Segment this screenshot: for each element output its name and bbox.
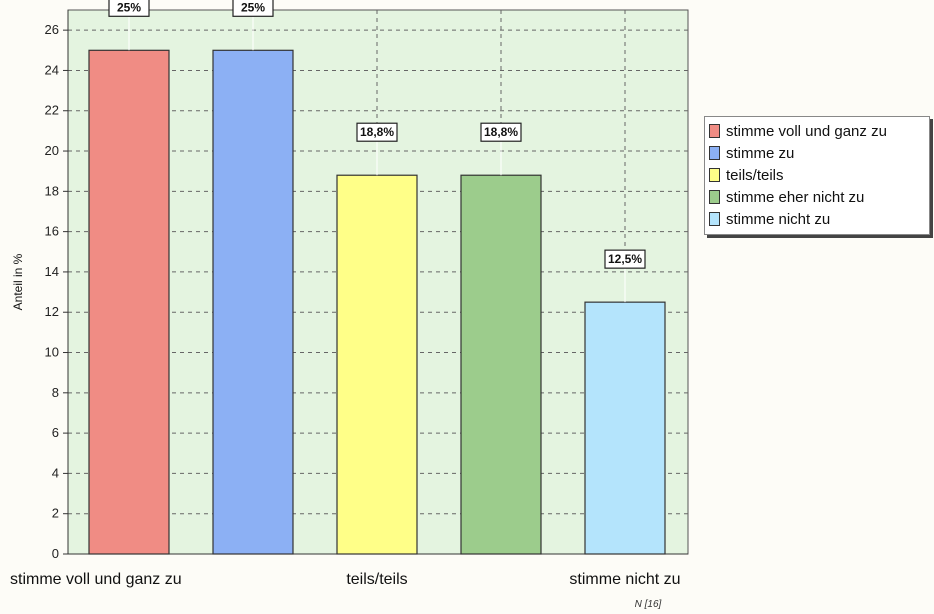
y-tick-label: 22: [45, 103, 59, 118]
bar: [336, 174, 418, 555]
x-tick-label: stimme nicht zu: [569, 571, 680, 588]
legend-label: stimme voll und ganz zu: [726, 122, 887, 140]
y-tick-label: 12: [45, 304, 59, 319]
data-label: 18,8%: [360, 125, 394, 139]
data-label: 12,5%: [608, 252, 642, 266]
data-label: 25%: [117, 0, 141, 14]
data-label-box: [232, 0, 274, 17]
y-axis-label: Anteil in %: [11, 253, 25, 310]
x-tick-label: teils/teils: [346, 571, 407, 588]
bars: 25% 25% 18,8% 18,8% 12,5%: [88, 0, 666, 555]
data-label-box: [604, 249, 646, 269]
legend-item: stimme voll und ganz zu: [709, 120, 925, 142]
legend-swatch: [709, 168, 720, 182]
legend-swatch: [709, 124, 720, 138]
legend-item: stimme eher nicht zu: [709, 186, 925, 208]
bar: [460, 174, 542, 555]
data-label-box: [480, 122, 522, 142]
legend-label: stimme eher nicht zu: [726, 188, 865, 206]
legend-swatch: [709, 212, 720, 226]
y-tick-label: 24: [45, 62, 59, 77]
y-tick-label: 16: [45, 224, 59, 239]
bar: [212, 49, 294, 555]
y-tick-label: 0: [52, 546, 59, 561]
legend-swatch: [709, 146, 720, 160]
legend: stimme voll und ganz zu stimme zu teils/te…: [704, 116, 930, 235]
sample-size-note: N [16]: [635, 599, 662, 610]
y-tick-label: 14: [45, 264, 59, 279]
x-tick-label: stimme voll und ganz zu: [10, 571, 182, 588]
y-tick-label: 18: [45, 183, 59, 198]
legend-swatch: [709, 190, 720, 204]
legend-item: stimme nicht zu: [709, 208, 925, 230]
y-tick-label: 6: [52, 425, 59, 440]
legend-item: stimme zu: [709, 142, 925, 164]
bar: [88, 49, 170, 555]
x-axis: stimme voll und ganz zu teils/teils stimme…: [10, 553, 688, 588]
y-tick-label: 2: [52, 506, 59, 521]
y-tick-label: 10: [45, 345, 59, 360]
legend-label: teils/teils: [726, 166, 784, 184]
data-label-box: [356, 122, 398, 142]
y-tick-label: 20: [45, 143, 59, 158]
y-tick-label: 4: [52, 465, 59, 480]
data-label: 18,8%: [484, 125, 518, 139]
legend-label: stimme nicht zu: [726, 210, 831, 228]
data-label: 25%: [241, 0, 265, 14]
y-tick-label: 26: [45, 22, 59, 37]
bar: [584, 301, 666, 555]
legend-item: teils/teils: [709, 164, 925, 186]
y-tick-label: 8: [52, 385, 59, 400]
data-label-box: [108, 0, 150, 17]
legend-label: stimme zu: [726, 144, 795, 162]
